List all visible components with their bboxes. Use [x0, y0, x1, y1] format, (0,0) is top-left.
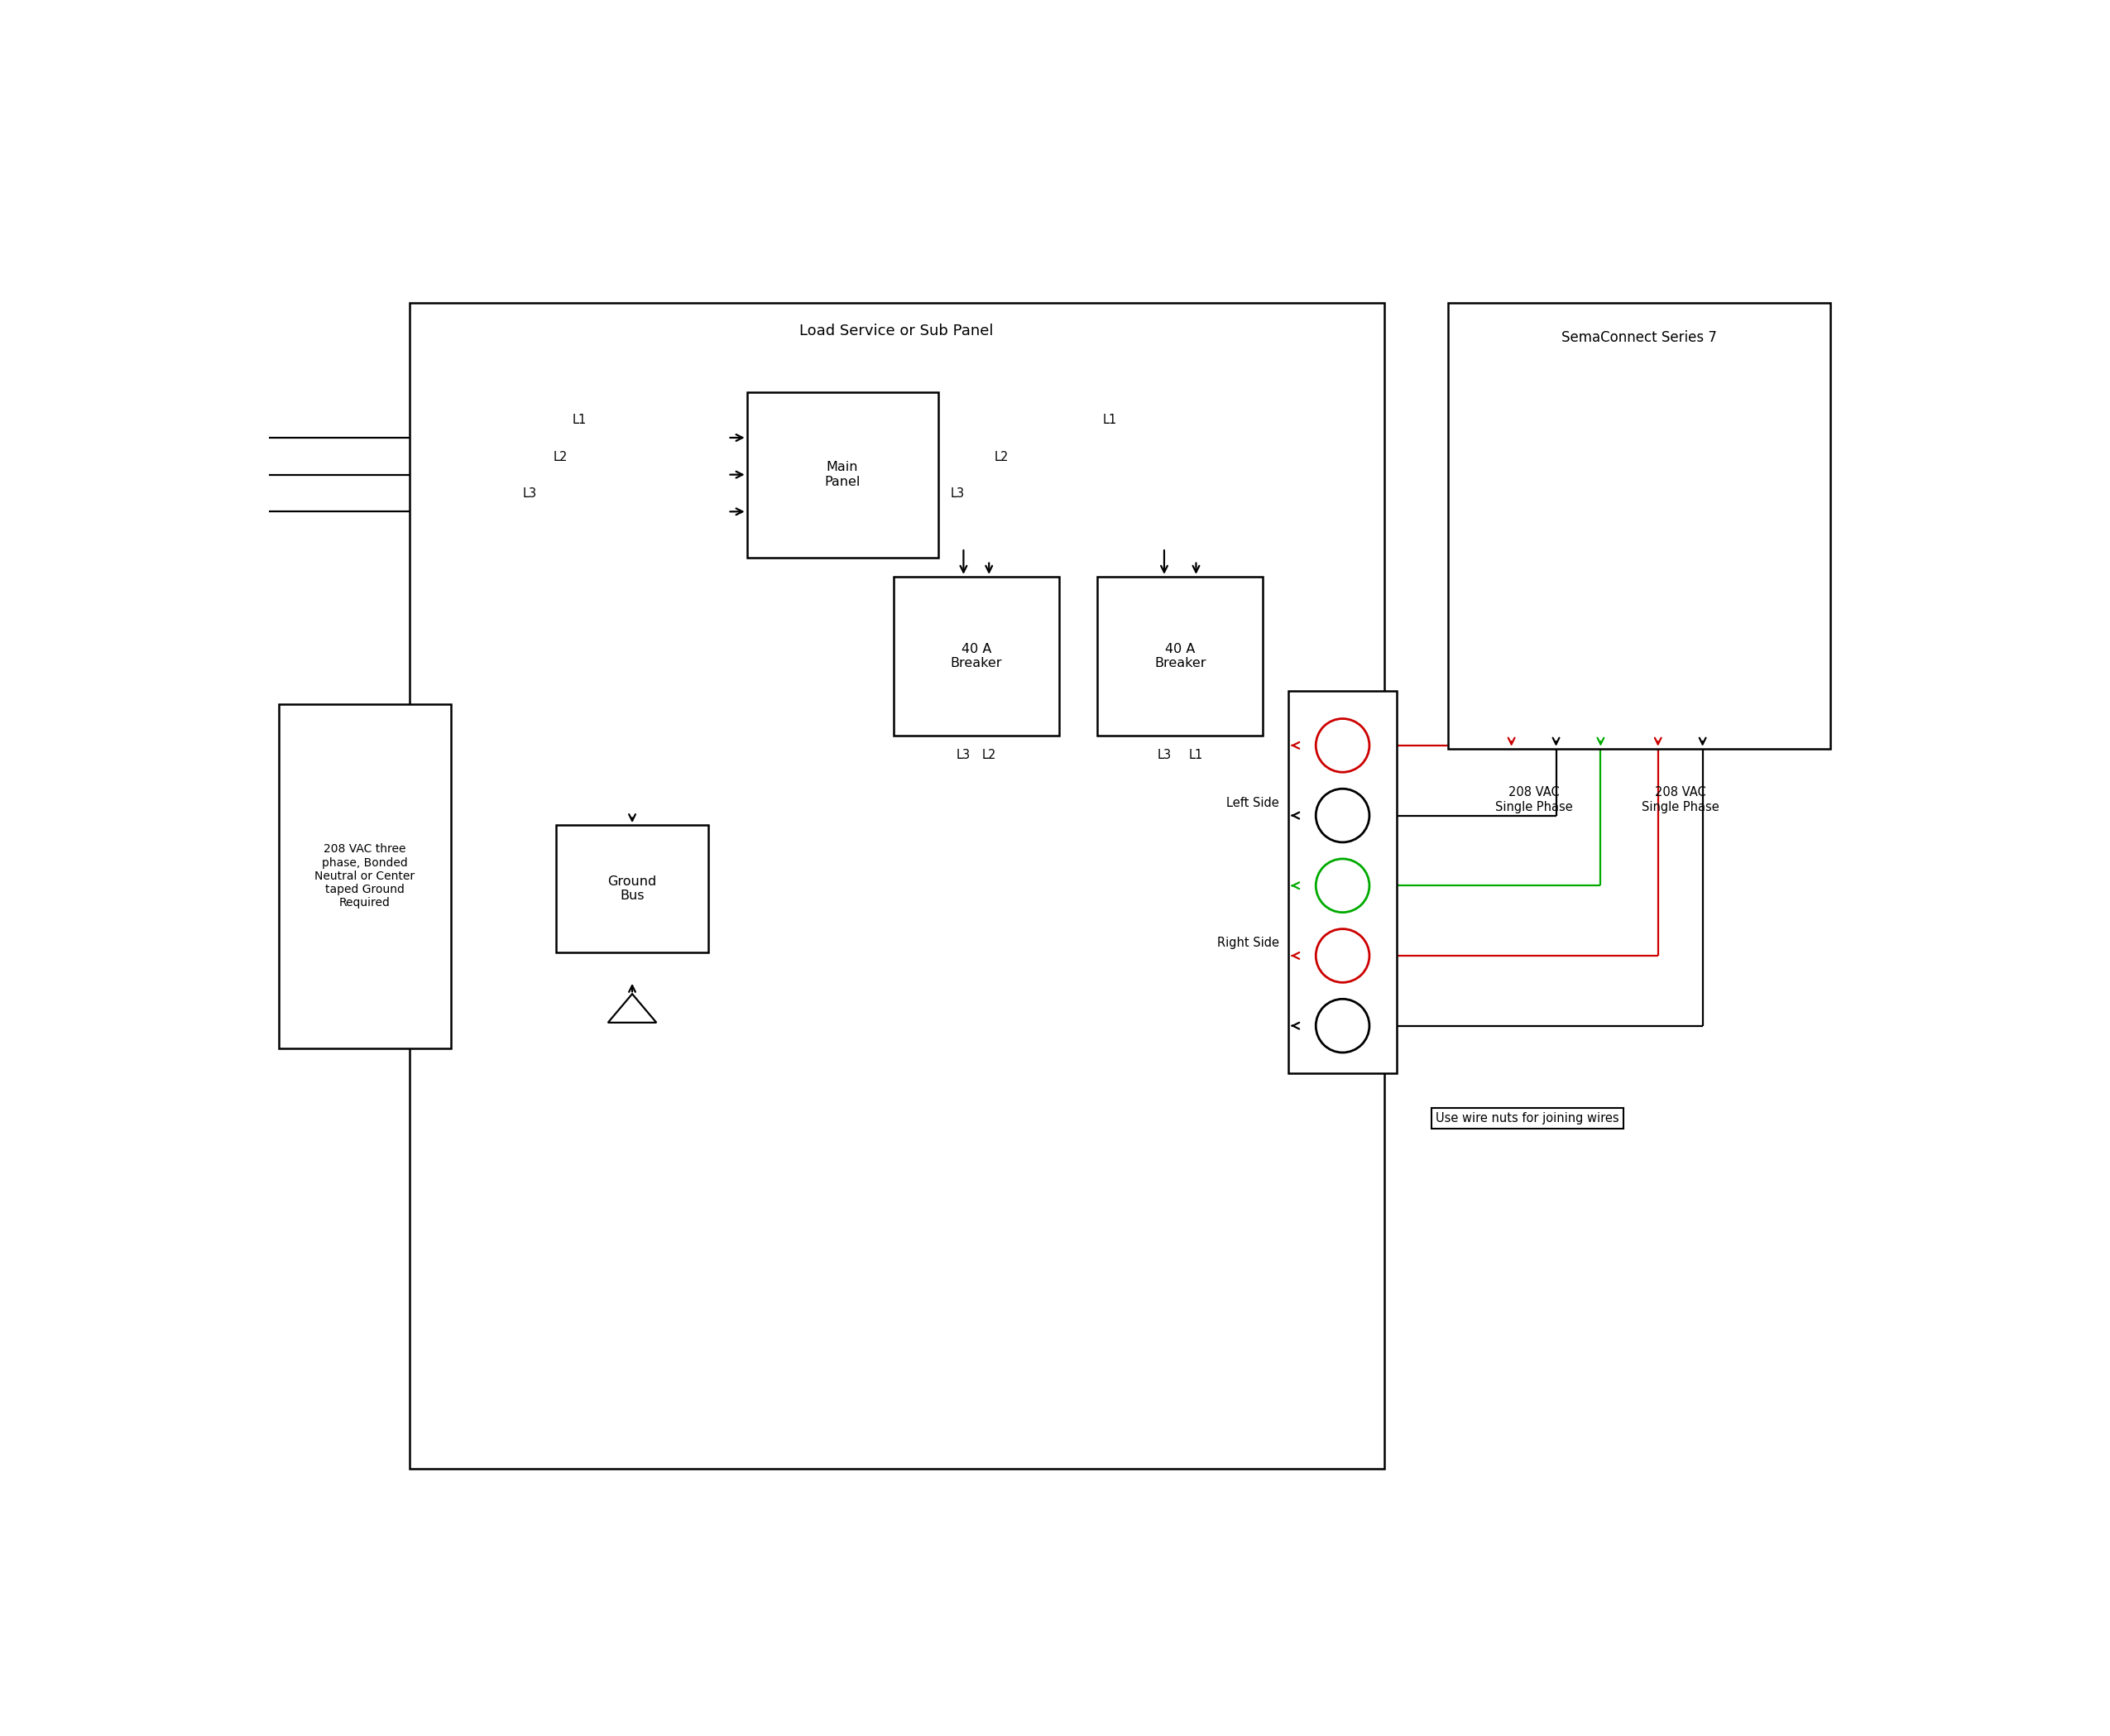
Circle shape: [1317, 929, 1369, 983]
Bar: [747, 392, 939, 557]
Text: Load Service or Sub Panel: Load Service or Sub Panel: [800, 325, 994, 339]
Text: Left Side: Left Side: [1226, 797, 1279, 809]
Text: Right Side: Right Side: [1217, 937, 1279, 950]
Text: L3: L3: [949, 488, 964, 500]
Text: L2: L2: [981, 748, 996, 760]
Text: 208 VAC
Single Phase: 208 VAC Single Phase: [1642, 786, 1720, 812]
Text: L3: L3: [1156, 748, 1171, 760]
Text: Main
Panel: Main Panel: [825, 462, 861, 488]
Bar: [1097, 576, 1264, 736]
Bar: [555, 825, 709, 953]
Bar: [893, 576, 1059, 736]
Text: L3: L3: [523, 488, 536, 500]
Bar: [409, 302, 1384, 1469]
Text: L2: L2: [994, 451, 1009, 464]
Bar: [1289, 691, 1397, 1073]
Circle shape: [1317, 859, 1369, 913]
Text: 208 VAC
Single Phase: 208 VAC Single Phase: [1496, 786, 1572, 812]
Circle shape: [1317, 998, 1369, 1052]
Circle shape: [1317, 719, 1369, 773]
Text: L1: L1: [572, 413, 587, 427]
Text: 40 A
Breaker: 40 A Breaker: [949, 642, 1002, 670]
Text: L1: L1: [1104, 413, 1116, 427]
Text: 208 VAC three
phase, Bonded
Neutral or Center
taped Ground
Required: 208 VAC three phase, Bonded Neutral or C…: [314, 844, 416, 908]
Text: Use wire nuts for joining wires: Use wire nuts for joining wires: [1435, 1111, 1618, 1125]
Text: L1: L1: [1188, 748, 1203, 760]
Text: SemaConnect Series 7: SemaConnect Series 7: [1561, 330, 1718, 345]
Text: Ground
Bus: Ground Bus: [608, 875, 656, 903]
Text: L2: L2: [553, 451, 568, 464]
Bar: [279, 705, 452, 1049]
Text: 40 A
Breaker: 40 A Breaker: [1154, 642, 1207, 670]
Circle shape: [1317, 788, 1369, 842]
Bar: [1447, 302, 1829, 748]
Text: L3: L3: [956, 748, 971, 760]
